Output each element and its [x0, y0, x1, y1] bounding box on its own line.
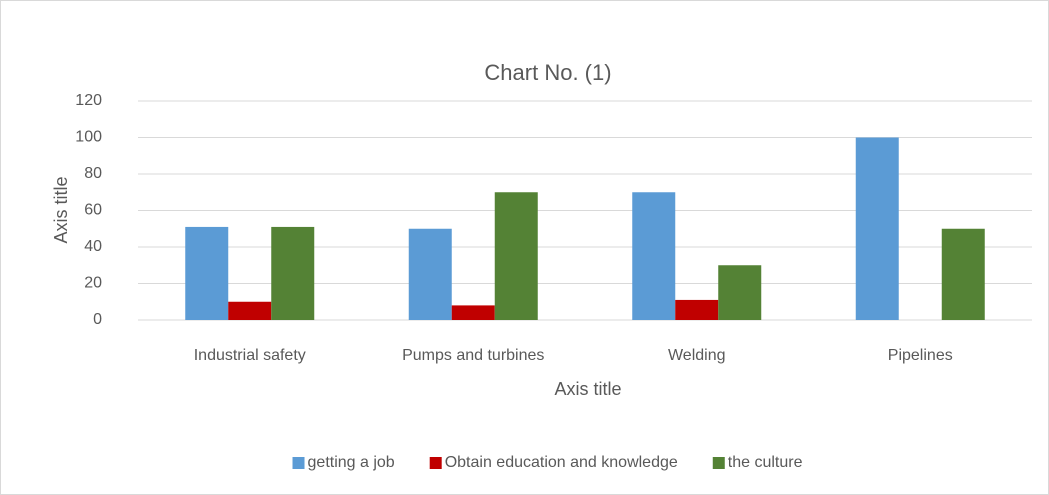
y-tick-label: 60 — [84, 202, 102, 219]
legend-label: Obtain education and knowledge — [445, 454, 678, 471]
y-tick-label: 100 — [75, 129, 102, 146]
bar — [271, 226, 315, 320]
bar — [675, 299, 719, 320]
y-tick-label: 0 — [93, 311, 102, 328]
bar — [494, 192, 538, 320]
bar — [855, 137, 899, 320]
bar — [718, 265, 762, 320]
bar — [941, 228, 985, 320]
bar — [408, 228, 452, 320]
bar — [451, 305, 495, 320]
bar — [185, 226, 229, 320]
x-tick-label: Pumps and turbines — [402, 347, 544, 364]
legend-swatch — [429, 457, 442, 469]
y-tick-label: 80 — [84, 165, 102, 182]
x-tick-label: Industrial safety — [194, 347, 306, 364]
legend-swatch — [292, 457, 305, 469]
x-axis-title: Axis title — [554, 379, 621, 399]
legend-label: the culture — [728, 454, 803, 471]
legend-label: getting a job — [308, 454, 395, 471]
chart-title: Chart No. (1) — [484, 60, 611, 85]
y-tick-label: 40 — [84, 238, 102, 255]
x-tick-label: Welding — [668, 347, 726, 364]
bar — [228, 301, 272, 320]
bar — [632, 192, 676, 320]
legend-swatch — [712, 457, 725, 469]
y-axis-title: Axis title — [51, 176, 71, 243]
x-tick-label: Pipelines — [888, 347, 953, 364]
y-tick-label: 20 — [84, 275, 102, 292]
y-tick-label: 120 — [75, 92, 102, 109]
